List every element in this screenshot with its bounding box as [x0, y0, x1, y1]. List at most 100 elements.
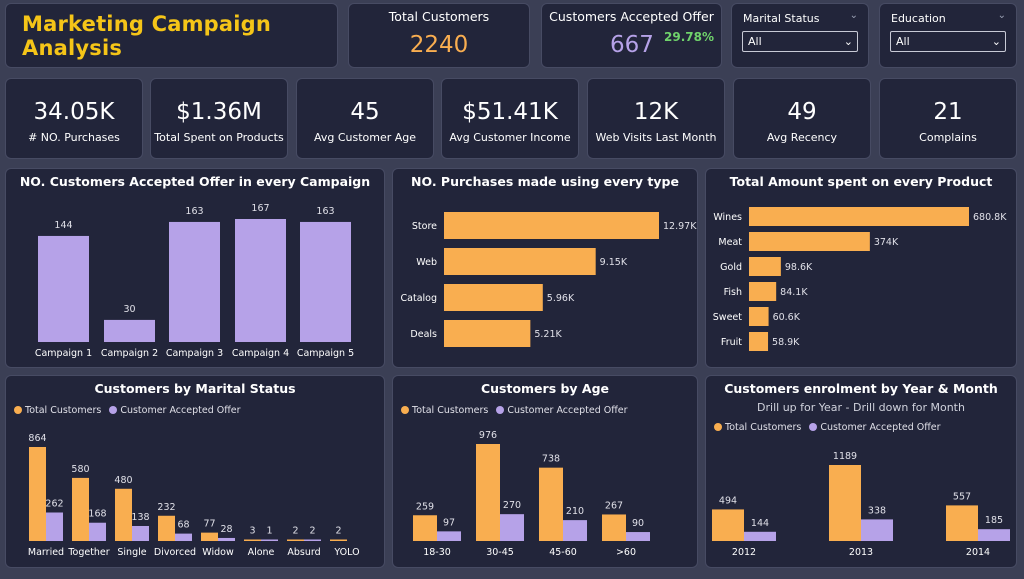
kpi-label: Avg Recency: [766, 131, 838, 144]
data-label: 60.6K: [773, 312, 801, 323]
data-label: 976: [479, 430, 497, 441]
campaign-bar-chart: 144 Campaign 1 30 Campaign 2 163 Campaign 3 16…: [35, 203, 354, 359]
data-label: 90: [632, 518, 644, 529]
data-label: 28: [220, 524, 232, 535]
bar: [444, 248, 596, 275]
kpi-value: 21: [933, 99, 963, 125]
accepted-bar: [563, 520, 587, 541]
kpi-value: 49: [787, 99, 817, 125]
bar: [749, 332, 769, 351]
kpi-card: $1.36M Total Spent on Products: [150, 78, 288, 159]
bar: [749, 232, 870, 251]
data-label: 480: [114, 475, 132, 486]
legend-label: Total Customers: [725, 422, 802, 433]
legend-label: Customer Accepted Offer: [120, 405, 241, 416]
kpi-label: Complains: [919, 131, 977, 144]
category-label: Wines: [713, 212, 742, 223]
chart-legend: Total Customers Customer Accepted Offer: [401, 405, 628, 416]
legend-item-total[interactable]: Total Customers: [401, 405, 488, 416]
kpi-value: 2240: [409, 32, 469, 58]
enrolment-bar-chart: 494 144 2012 1189 338 2013 557 185 2014: [712, 451, 1010, 558]
legend-item-total[interactable]: Total Customers: [14, 405, 101, 416]
data-label: 5.21K: [534, 329, 562, 340]
kpi-label: Total Spent on Products: [154, 131, 284, 144]
category-label: Web: [416, 257, 437, 268]
data-label: 163: [185, 206, 203, 217]
chart-legend: Total Customers Customer Accepted Offer: [714, 422, 941, 433]
kpi-label: Total Customers: [388, 9, 490, 24]
slicer-marital-status[interactable]: Marital Status ⌄ All ⌄: [731, 3, 869, 68]
category-label: 45-60: [549, 547, 577, 558]
chevron-down-icon[interactable]: ⌄: [991, 35, 1001, 48]
kpi-card: 49 Avg Recency: [733, 78, 871, 159]
campaign-bar: [169, 221, 220, 342]
chevron-down-icon[interactable]: ⌄: [843, 35, 853, 48]
accepted-bar: [978, 529, 1010, 541]
total-bar: [201, 532, 218, 541]
kpi-total-customers: Total Customers 2240: [348, 3, 530, 68]
kpi-value: $51.41K: [462, 99, 558, 125]
data-label: 5.96K: [547, 293, 575, 304]
accepted-bar: [261, 539, 278, 541]
data-label: 267: [605, 500, 623, 511]
bar: [444, 320, 531, 347]
slicer-label: Marital Status: [743, 12, 820, 25]
data-label: 12.97K: [663, 221, 697, 232]
category-label: Catalog: [401, 293, 437, 304]
kpi-label: Avg Customer Age: [313, 131, 417, 144]
total-bar: [72, 477, 89, 541]
data-label: 185: [985, 515, 1003, 526]
data-label: 738: [542, 454, 560, 465]
legend-item-accepted[interactable]: Customer Accepted Offer: [496, 405, 628, 416]
accepted-bar: [89, 522, 106, 541]
data-label: 494: [719, 495, 737, 506]
category-label: Campaign 5: [297, 348, 354, 359]
accepted-bar: [861, 519, 893, 541]
data-label: 3: [249, 526, 255, 537]
category-label: Meat: [718, 237, 742, 248]
kpi-card: 34.05K # NO. Purchases: [5, 78, 143, 159]
legend-item-accepted[interactable]: Customer Accepted Offer: [809, 422, 941, 433]
chart-legend: Total Customers Customer Accepted Offer: [14, 405, 241, 416]
data-label: 680.8K: [973, 212, 1007, 223]
data-label: 270: [503, 500, 521, 511]
legend-item-total[interactable]: Total Customers: [714, 422, 801, 433]
accepted-bar: [744, 531, 776, 541]
total-bar: [829, 465, 861, 541]
slicer-education[interactable]: Education ⌄ All ⌄: [879, 3, 1017, 68]
category-label: Sweet: [713, 312, 742, 323]
category-label: Alone: [248, 547, 275, 558]
total-bar: [158, 515, 175, 541]
accepted-bar: [218, 537, 235, 541]
data-label: 262: [45, 498, 63, 509]
data-label: 2: [292, 526, 298, 537]
kpi-value: 12K: [633, 99, 679, 125]
total-bar: [946, 505, 978, 541]
data-label: 77: [203, 519, 215, 530]
chevron-down-icon[interactable]: ⌄: [997, 10, 1006, 21]
campaign-bar: [235, 219, 286, 342]
chevron-down-icon[interactable]: ⌄: [849, 10, 858, 21]
category-label: 2013: [849, 547, 873, 558]
total-bar: [244, 539, 261, 541]
marital-status-dropdown[interactable]: All ⌄: [742, 31, 858, 52]
legend-label: Total Customers: [25, 405, 102, 416]
data-label: 338: [868, 505, 886, 516]
data-label: 97: [443, 517, 455, 528]
education-dropdown[interactable]: All ⌄: [890, 31, 1006, 52]
category-label: Gold: [720, 262, 742, 273]
data-label: 138: [131, 512, 149, 523]
kpi-card: 12K Web Visits Last Month: [587, 78, 725, 159]
chart-title: NO. Purchases made using every type: [411, 174, 679, 189]
chart-enrolment-card: Customers enrolment by Year & Month Dril…: [705, 375, 1017, 568]
kpi-label: Customers Accepted Offer: [549, 9, 714, 24]
legend-label: Customer Accepted Offer: [507, 405, 628, 416]
kpi-card: 21 Complains: [879, 78, 1017, 159]
dropdown-value: All: [896, 35, 910, 48]
data-label: 2: [309, 526, 315, 537]
kpi-card: 45 Avg Customer Age: [296, 78, 434, 159]
dropdown-value: All: [748, 35, 762, 48]
category-label: Married: [28, 547, 64, 558]
chart-title: Total Amount spent on every Product: [729, 174, 993, 189]
legend-item-accepted[interactable]: Customer Accepted Offer: [109, 405, 241, 416]
